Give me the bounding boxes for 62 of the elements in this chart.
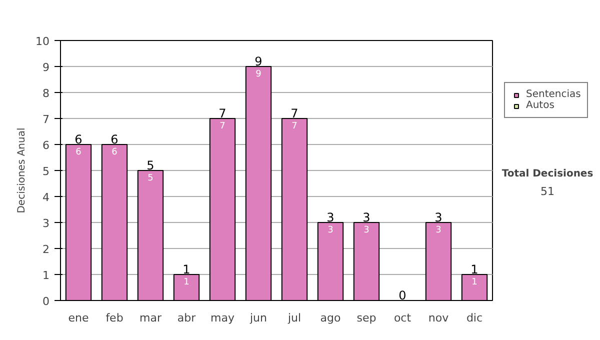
bar — [281, 118, 308, 300]
bar — [173, 274, 200, 300]
y-tick-label: 8 — [42, 87, 50, 100]
x-tick-label: feb — [106, 312, 124, 324]
legend-label: Sentencias — [526, 89, 581, 100]
y-tick-label: 6 — [42, 139, 50, 152]
data-label: 5 — [148, 174, 154, 184]
bar — [245, 66, 272, 300]
total-label: 7 — [218, 106, 226, 120]
y-tick-label: 7 — [42, 113, 50, 126]
data-label: 1 — [472, 278, 478, 288]
total-label: 6 — [110, 132, 118, 146]
data-label: 3 — [436, 226, 442, 236]
x-tick-label: jun — [249, 312, 268, 324]
total-label: 0 — [398, 288, 406, 302]
x-tick-label: ago — [320, 312, 341, 324]
bar — [137, 170, 164, 300]
total-label: 1 — [182, 262, 190, 276]
data-label: 6 — [76, 148, 82, 158]
y-tick-label: 5 — [42, 165, 50, 178]
total-label: 3 — [434, 210, 442, 224]
legend-label: Autos — [526, 100, 554, 111]
total-label: 1 — [470, 262, 478, 276]
y-tick-label: 2 — [42, 243, 50, 256]
x-tick-label: oct — [394, 312, 412, 324]
text: Total Decisiones — [502, 168, 594, 180]
data-label: 3 — [328, 226, 334, 236]
x-tick-label: sep — [356, 312, 376, 324]
total-label: 3 — [326, 210, 334, 224]
x-tick-label: ene — [68, 312, 89, 324]
data-label: 1 — [184, 278, 190, 288]
x-tick-label: jul — [286, 312, 302, 324]
data-label: 9 — [256, 70, 262, 80]
y-axis-title: Decisiones Anual — [16, 128, 28, 214]
x-tick-label: abr — [177, 312, 196, 324]
y-tick-label: 1 — [42, 269, 50, 282]
bar — [425, 222, 452, 300]
total-label: 9 — [254, 54, 262, 68]
text: 51 — [540, 184, 554, 198]
data-label: 7 — [220, 122, 226, 132]
bar — [209, 118, 236, 300]
bar — [101, 144, 128, 300]
bar — [317, 222, 344, 300]
x-tick-label: mar — [140, 312, 162, 324]
bar — [353, 222, 380, 300]
bar — [65, 144, 92, 300]
x-tick-label: nov — [428, 312, 450, 324]
x-tick-label: dic — [466, 312, 483, 324]
total-label: 5 — [146, 158, 154, 172]
data-label: 6 — [112, 148, 118, 158]
y-tick-label: 3 — [42, 217, 50, 230]
y-tick-label: 4 — [42, 191, 50, 204]
bar — [461, 274, 488, 300]
total-label: 3 — [362, 210, 370, 224]
data-label: 3 — [364, 226, 370, 236]
y-tick-label: 9 — [42, 61, 50, 74]
y-tick-label: 10 — [36, 35, 50, 48]
data-label: 7 — [292, 122, 298, 132]
y-tick-label: 0 — [42, 295, 50, 308]
x-tick-label: may — [210, 312, 235, 324]
total-label: 6 — [74, 132, 82, 146]
total-label: 7 — [290, 106, 298, 120]
